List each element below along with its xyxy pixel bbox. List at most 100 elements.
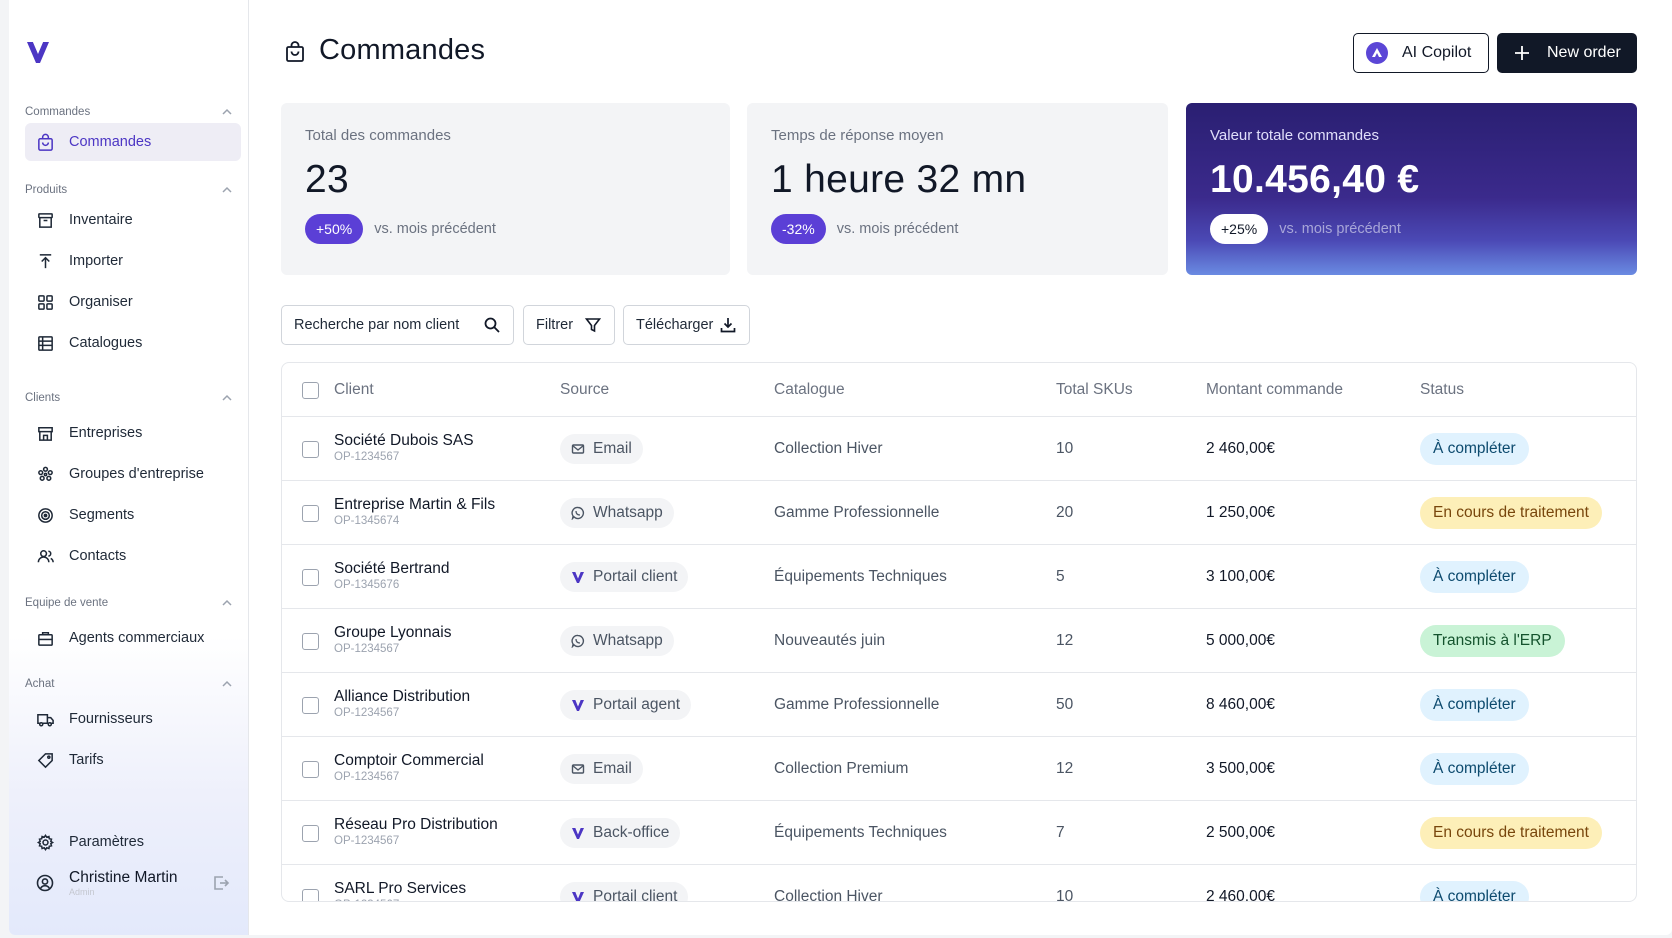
skus-cell: 5 [1056, 568, 1065, 585]
client-cell: Réseau Pro Distribution OP-1234567 [334, 815, 498, 848]
column-header-skus[interactable]: Total SKUs [1056, 381, 1133, 398]
sidebar-item-entreprises[interactable]: Entreprises [25, 414, 241, 452]
table-row[interactable]: Société Bertrand OP-1345676 Portail client… [282, 545, 1636, 609]
client-name[interactable]: Entreprise Martin & Fils [334, 496, 496, 513]
sidebar-item-catalogues[interactable]: Catalogues [25, 324, 241, 362]
table-header: Client Source Catalogue Total SKUs Monta… [282, 363, 1636, 417]
stat-change-badge: -32% [771, 214, 826, 244]
order-id: OP-1234567 [334, 451, 400, 463]
section-equipe-header[interactable]: Equipe de vente [25, 593, 233, 613]
row-checkbox[interactable] [302, 761, 319, 778]
brand-v-icon [571, 698, 593, 712]
order-id: OP-1234567 [334, 771, 400, 783]
catalogue-cell: Gamme Professionnelle [774, 696, 940, 713]
select-all-checkbox[interactable] [302, 382, 319, 399]
source-label: Back-office [593, 824, 670, 841]
column-header-catalogue[interactable]: Catalogue [774, 381, 845, 398]
column-header-source[interactable]: Source [560, 381, 610, 398]
chevron-up-icon[interactable] [221, 106, 233, 118]
download-button[interactable]: Télécharger [623, 305, 750, 345]
sidebar-item-tarifs[interactable]: Tarifs [25, 741, 241, 779]
table-row[interactable]: Entreprise Martin & Fils OP-1345674 Whatsa… [282, 481, 1636, 545]
client-name[interactable]: Alliance Distribution [334, 688, 471, 705]
client-name[interactable]: Groupe Lyonnais [334, 624, 452, 641]
sidebar-item-label: Importer [69, 253, 123, 269]
table-row[interactable]: Comptoir Commercial OP-1234567 Email Collec… [282, 737, 1636, 801]
source-chip: Email [560, 754, 643, 784]
client-cell: Comptoir Commercial OP-1234567 [334, 751, 484, 784]
sidebar-item-groupes[interactable]: Groupes d'entreprise [25, 455, 241, 493]
sidebar-item-label: Organiser [69, 294, 133, 310]
row-checkbox[interactable] [302, 633, 319, 650]
row-checkbox[interactable] [302, 441, 319, 458]
table-row[interactable]: Société Dubois SAS OP-1234567 Email Collect… [282, 417, 1636, 481]
sidebar-item-label: Agents commerciaux [69, 630, 205, 646]
sidebar-item-segments[interactable]: Segments [25, 496, 241, 534]
sidebar-item-fournisseurs[interactable]: Fournisseurs [25, 700, 241, 738]
source-chip: Whatsapp [560, 626, 674, 656]
sidebar-item-inventaire[interactable]: Inventaire [25, 201, 241, 239]
sidebar-item-parametres[interactable]: Paramètres [25, 823, 241, 861]
client-name[interactable]: SARL Pro Services [334, 880, 467, 897]
row-checkbox[interactable] [302, 505, 319, 522]
client-name[interactable]: Société Bertrand [334, 560, 450, 577]
sidebar-item-label: Tarifs [69, 752, 104, 768]
column-header-status[interactable]: Status [1420, 381, 1464, 398]
ai-copilot-button[interactable]: AI Copilot [1353, 33, 1489, 73]
user-circle-icon [36, 874, 54, 892]
filter-button[interactable]: Filtrer [523, 305, 615, 345]
source-label: Whatsapp [593, 632, 663, 649]
status-badge: Transmis à l'ERP [1420, 625, 1565, 657]
client-cell: Alliance Distribution OP-1234567 [334, 687, 470, 720]
row-checkbox[interactable] [302, 697, 319, 714]
row-checkbox[interactable] [302, 569, 319, 586]
section-achat-header[interactable]: Achat [25, 674, 233, 694]
gear-icon [35, 832, 55, 852]
brand-logo-icon[interactable] [25, 39, 51, 65]
table-row[interactable]: Alliance Distribution OP-1234567 Portail a… [282, 673, 1636, 737]
client-name[interactable]: Société Dubois SAS [334, 432, 474, 449]
source-label: Portail agent [593, 696, 681, 713]
amount-cell: 3 500,00€ [1206, 760, 1275, 777]
user-profile[interactable]: Christine Martin Admin [25, 864, 233, 902]
chevron-up-icon[interactable] [221, 392, 233, 404]
column-header-client[interactable]: Client [334, 381, 374, 398]
column-header-amount[interactable]: Montant commande [1206, 381, 1343, 398]
section-clients-header[interactable]: Clients [25, 388, 233, 408]
skus-cell: 50 [1056, 696, 1074, 713]
order-id: OP-1234567 [334, 898, 466, 901]
logout-icon[interactable] [211, 873, 231, 893]
sidebar-item-label: Commandes [69, 134, 152, 150]
table-row[interactable]: Réseau Pro Distribution OP-1234567 Back-of… [282, 801, 1636, 865]
sidebar-item-agents[interactable]: Agents commerciaux [25, 619, 241, 657]
new-order-button[interactable]: New order [1497, 33, 1637, 73]
chevron-up-icon[interactable] [221, 597, 233, 609]
section-title: Clients [25, 392, 61, 404]
sidebar-item-label: Catalogues [69, 335, 143, 351]
client-name[interactable]: Réseau Pro Distribution [334, 816, 498, 833]
chevron-up-icon[interactable] [221, 184, 233, 196]
sidebar-item-commandes[interactable]: Commandes [25, 123, 241, 161]
sidebar-item-label: Entreprises [69, 425, 143, 441]
client-name[interactable]: Comptoir Commercial [334, 752, 484, 769]
stat-change-badge: +50% [305, 214, 364, 244]
briefcase-icon [35, 628, 55, 648]
sidebar-item-importer[interactable]: Importer [25, 242, 241, 280]
row-checkbox[interactable] [302, 889, 319, 901]
source-chip: Back-office [560, 818, 681, 848]
chevron-up-icon[interactable] [221, 678, 233, 690]
table-row[interactable]: SARL Pro ServicesOP-1234567 Portail clien… [282, 865, 1636, 901]
section-commandes-header[interactable]: Commandes [25, 102, 233, 122]
row-checkbox[interactable] [302, 825, 319, 842]
target-icon [35, 505, 55, 525]
table-row[interactable]: Groupe Lyonnais OP-1234567 Whatsapp Nouveau… [282, 609, 1636, 673]
search-input[interactable]: Recherche par nom client [281, 305, 514, 345]
download-icon [720, 318, 736, 333]
sidebar-item-contacts[interactable]: Contacts [25, 537, 241, 575]
search-icon[interactable] [483, 316, 501, 334]
status-badge: À compléter [1420, 753, 1529, 785]
sidebar-item-organiser[interactable]: Organiser [25, 283, 241, 321]
amount-cell: 8 460,00€ [1206, 696, 1275, 713]
sidebar: Commandes Commandes Produits Inventaire … [9, 0, 249, 935]
section-produits-header[interactable]: Produits [25, 180, 233, 200]
